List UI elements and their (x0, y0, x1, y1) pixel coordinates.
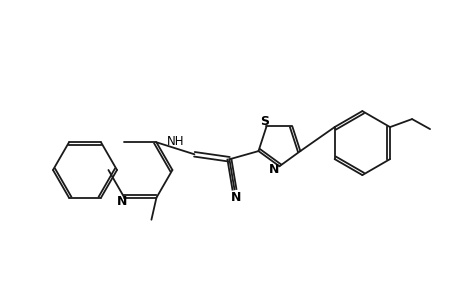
Text: S: S (259, 115, 269, 128)
Text: NH: NH (166, 135, 184, 148)
Text: N: N (269, 163, 279, 176)
Text: N: N (117, 195, 127, 208)
Text: N: N (231, 191, 241, 204)
